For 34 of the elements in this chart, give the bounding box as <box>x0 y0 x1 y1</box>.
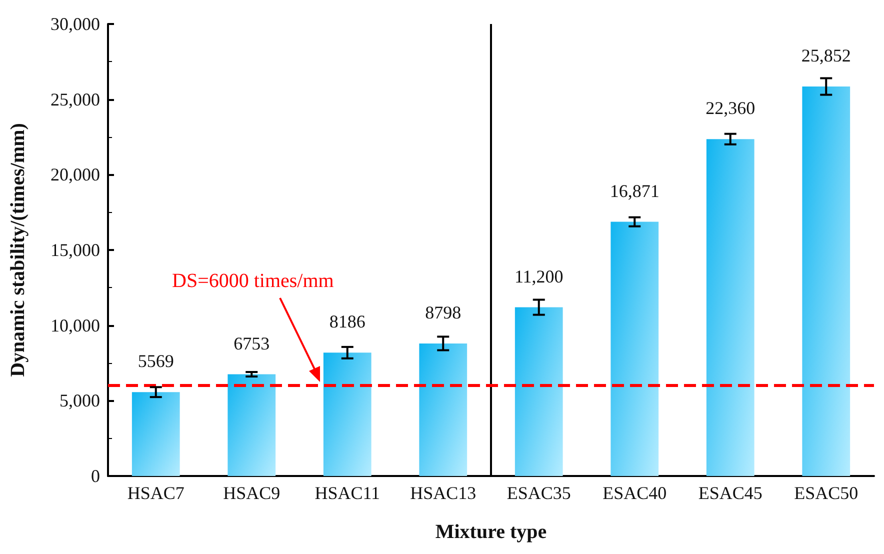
x-tick-label: ESAC45 <box>698 483 762 503</box>
bar <box>228 374 276 476</box>
x-tick-label: HSAC7 <box>127 483 184 503</box>
y-tick-label: 5,000 <box>60 390 100 411</box>
bar <box>610 222 659 476</box>
bar <box>802 86 850 476</box>
y-tick-label: 10,000 <box>50 315 100 336</box>
data-label: 22,360 <box>706 98 756 118</box>
y-tick-label: 15,000 <box>50 240 100 260</box>
y-tick-label: 0 <box>91 466 100 486</box>
x-tick-label: HSAC13 <box>410 483 476 503</box>
x-tick-label: HSAC11 <box>314 483 380 503</box>
data-label: 6753 <box>234 333 270 354</box>
data-label: 16,871 <box>610 180 660 201</box>
y-tick-label: 20,000 <box>50 164 100 185</box>
y-axis-title: Dynamic stability/(times/mm) <box>7 123 29 377</box>
data-label: 8798 <box>425 302 462 322</box>
y-tick-label: 30,000 <box>50 14 100 34</box>
data-label: 25,852 <box>801 45 851 66</box>
x-tick-label: ESAC35 <box>506 483 571 503</box>
y-tick-label: 25,000 <box>50 89 100 110</box>
x-tick-label: ESAC50 <box>794 483 858 503</box>
bar <box>323 352 372 476</box>
ref-line-label: DS=6000 times/mm <box>172 270 334 292</box>
x-tick-label: ESAC40 <box>602 483 667 503</box>
data-label: 8186 <box>329 312 366 332</box>
x-axis-title: Mixture type <box>435 521 547 543</box>
x-tick-label: HSAC9 <box>223 483 280 503</box>
data-label: 11,200 <box>514 266 564 286</box>
bar <box>514 307 563 476</box>
data-label: 5569 <box>138 351 174 372</box>
bar <box>419 343 468 476</box>
bar <box>706 139 754 476</box>
bar <box>132 392 180 476</box>
